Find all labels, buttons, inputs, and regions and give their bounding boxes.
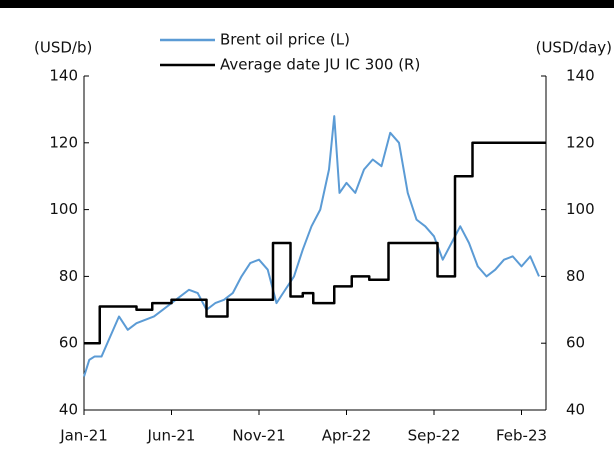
- x-tick-label: Jan-21: [59, 427, 108, 445]
- x-tick-label: Feb-23: [496, 427, 547, 445]
- y2-tick-label: 80: [566, 267, 585, 285]
- x-tick-label: Sep-22: [408, 427, 461, 445]
- y-tick-label: 60: [59, 334, 78, 352]
- y-tick-label: 100: [49, 200, 78, 218]
- y2-axis-label: (USD/day): [536, 39, 612, 57]
- series-line: [84, 141, 546, 345]
- y-tick-label: 80: [59, 267, 78, 285]
- y2-tick-label: 60: [566, 334, 585, 352]
- x-tick-label: Apr-22: [322, 427, 372, 445]
- x-tick-label: Jun-21: [147, 427, 196, 445]
- y2-tick-label: 100: [566, 200, 595, 218]
- x-tick-label: Nov-21: [232, 427, 285, 445]
- y2-tick-label: 140: [566, 67, 595, 85]
- y-axis-label: (USD/b): [34, 39, 92, 57]
- y2-tick-label: 40: [566, 401, 585, 419]
- series-line: [83, 115, 540, 377]
- y2-tick-label: 120: [566, 133, 595, 151]
- legend-label: Average date JU IC 300 (R): [220, 56, 420, 74]
- y-tick-label: 40: [59, 401, 78, 419]
- y-tick-label: 120: [49, 133, 78, 151]
- legend-label: Brent oil price (L): [220, 31, 350, 49]
- y-tick-label: 140: [49, 67, 78, 85]
- header-bar: [0, 0, 614, 8]
